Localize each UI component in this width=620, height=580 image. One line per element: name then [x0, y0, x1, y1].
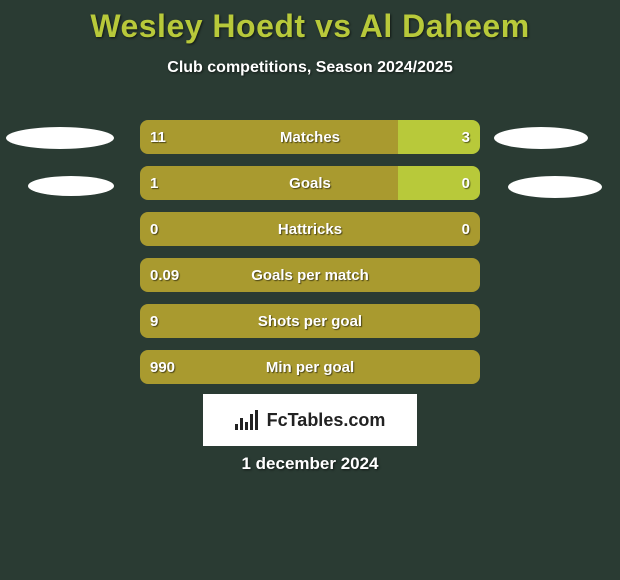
stat-value-left: 1 [150, 166, 158, 200]
decorative-ellipse [6, 127, 114, 149]
stat-bar: 00 [140, 212, 480, 246]
stat-bar-left [140, 120, 398, 154]
stat-value-left: 0.09 [150, 258, 179, 292]
stat-value-right: 0 [462, 166, 470, 200]
stat-bar-left [140, 304, 480, 338]
stat-value-left: 9 [150, 304, 158, 338]
stat-bar-left [140, 166, 398, 200]
decorative-ellipse [508, 176, 602, 198]
decorative-ellipse [494, 127, 588, 149]
bar-chart-icon [235, 410, 261, 430]
stat-bar: 10 [140, 166, 480, 200]
stat-row: 9Shots per goal [0, 304, 620, 338]
page-title: Wesley Hoedt vs Al Daheem [0, 0, 620, 45]
stat-bar: 0.09 [140, 258, 480, 292]
logo-text: FcTables.com [267, 410, 386, 431]
stat-value-left: 0 [150, 212, 158, 246]
stat-value-left: 990 [150, 350, 175, 384]
stat-bar: 11 3 [140, 120, 480, 154]
decorative-ellipse [28, 176, 114, 196]
stat-bar-left [140, 258, 480, 292]
stat-row: 0.09Goals per match [0, 258, 620, 292]
snapshot-date: 1 december 2024 [0, 454, 620, 474]
stat-value-right: 0 [462, 212, 470, 246]
fctables-logo: FcTables.com [203, 394, 417, 446]
stat-row: 00Hattricks [0, 212, 620, 246]
stat-value-left: 11 [150, 120, 166, 154]
stat-row: 990Min per goal [0, 350, 620, 384]
stat-bar-left [140, 212, 480, 246]
subtitle: Club competitions, Season 2024/2025 [0, 59, 620, 77]
stat-rows: 113Matches10Goals00Hattricks0.09Goals pe… [0, 120, 620, 396]
comparison-infographic: Wesley Hoedt vs Al Daheem Club competiti… [0, 0, 620, 580]
stat-bar-left [140, 350, 480, 384]
stat-bar: 990 [140, 350, 480, 384]
stat-value-right: 3 [462, 120, 470, 154]
stat-bar: 9 [140, 304, 480, 338]
